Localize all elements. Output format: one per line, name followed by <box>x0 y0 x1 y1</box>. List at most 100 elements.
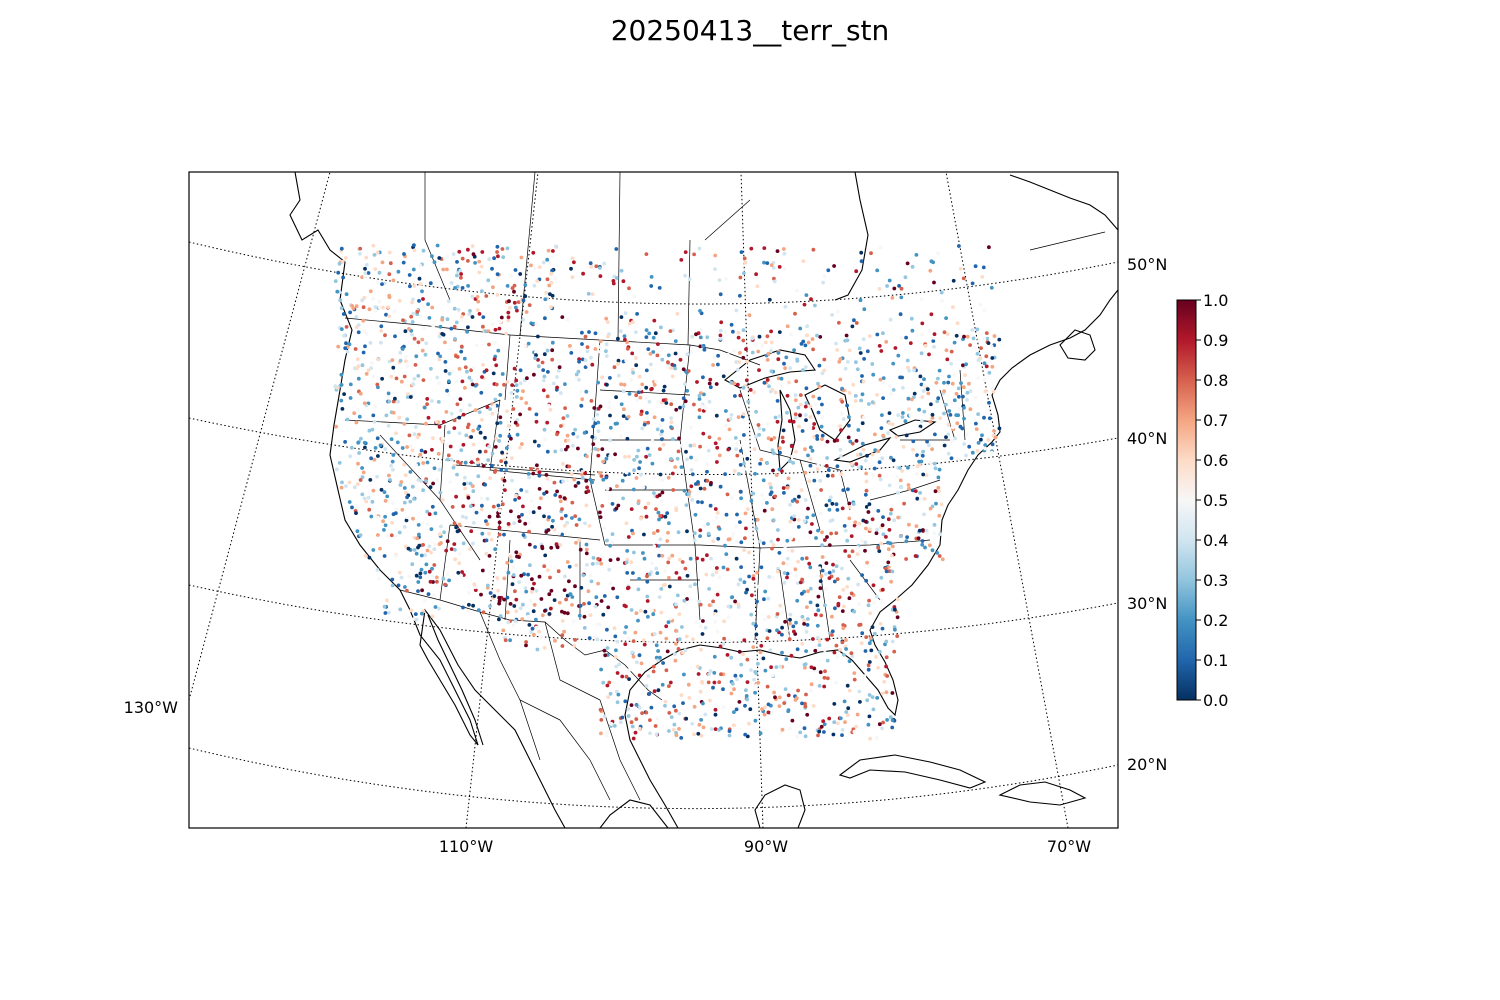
station-point <box>984 331 989 335</box>
station-point <box>590 292 595 296</box>
station-point <box>742 256 747 261</box>
station-point <box>400 347 405 351</box>
station-point <box>847 688 852 693</box>
station-point <box>648 731 652 736</box>
station-point <box>466 495 471 500</box>
station-point <box>651 350 656 354</box>
station-point <box>341 312 346 316</box>
station-point <box>961 276 966 281</box>
station-point <box>534 589 539 593</box>
station-point <box>997 337 1002 342</box>
station-point <box>377 270 382 275</box>
station-point <box>457 561 462 566</box>
station-point <box>873 448 878 453</box>
station-point <box>698 528 703 533</box>
station-point <box>375 280 380 285</box>
station-point <box>553 244 558 249</box>
station-point <box>600 375 604 380</box>
station-point <box>557 531 561 536</box>
station-point <box>942 380 946 385</box>
station-point <box>887 384 892 388</box>
station-point <box>512 289 516 294</box>
station-point <box>745 587 749 592</box>
station-point <box>738 293 742 298</box>
station-point <box>653 724 658 728</box>
station-point <box>577 613 582 618</box>
station-point <box>543 316 547 321</box>
station-point <box>914 524 919 528</box>
station-point <box>604 733 609 738</box>
station-point <box>405 395 410 399</box>
station-point <box>987 370 992 375</box>
station-point <box>634 330 638 334</box>
station-point <box>984 364 989 369</box>
station-point <box>668 616 673 621</box>
station-point <box>942 389 946 393</box>
station-point <box>427 512 432 517</box>
station-point <box>405 588 409 593</box>
station-point <box>605 683 610 688</box>
station-point <box>465 329 469 334</box>
station-point <box>816 528 820 533</box>
station-point <box>566 438 571 443</box>
station-point <box>608 438 612 443</box>
station-point <box>395 440 400 445</box>
station-point <box>861 379 866 384</box>
station-point <box>547 403 551 408</box>
station-point <box>348 310 352 315</box>
station-point <box>586 291 591 296</box>
station-point <box>333 279 338 283</box>
station-point <box>420 348 425 353</box>
station-point <box>757 432 761 437</box>
station-point <box>457 415 462 420</box>
station-point <box>412 336 417 341</box>
station-point <box>416 545 420 550</box>
station-point <box>954 413 959 417</box>
station-point <box>396 269 401 274</box>
station-point <box>396 583 401 588</box>
station-point <box>861 337 866 342</box>
station-point <box>712 671 717 675</box>
station-point <box>786 693 791 698</box>
station-point <box>499 468 504 472</box>
station-point <box>858 622 863 627</box>
station-point <box>884 569 889 574</box>
station-point <box>745 456 750 461</box>
station-point <box>360 363 365 368</box>
station-point <box>384 312 388 317</box>
station-point <box>405 417 410 422</box>
station-point <box>858 452 863 457</box>
station-point <box>550 255 554 259</box>
station-point <box>431 324 436 328</box>
station-point <box>453 286 457 290</box>
station-point <box>357 414 362 419</box>
station-point <box>785 634 790 638</box>
station-point <box>595 622 600 627</box>
station-point <box>647 692 652 696</box>
station-point <box>486 458 491 462</box>
station-point <box>580 397 585 402</box>
station-point <box>696 480 700 484</box>
station-point <box>438 490 443 495</box>
station-point <box>689 350 694 355</box>
station-point <box>658 447 662 451</box>
station-point <box>890 569 895 574</box>
station-point <box>854 439 859 443</box>
station-point <box>812 495 817 499</box>
station-point <box>727 733 732 738</box>
station-point <box>752 447 757 451</box>
station-point <box>818 579 823 583</box>
station-point <box>551 381 556 386</box>
station-point <box>905 535 909 539</box>
station-point <box>928 419 933 424</box>
station-point <box>819 488 823 492</box>
station-point <box>700 632 705 636</box>
station-point <box>806 453 810 458</box>
station-point <box>816 635 820 640</box>
station-point <box>602 594 607 598</box>
station-point <box>355 529 360 534</box>
station-point <box>667 521 671 526</box>
station-point <box>826 468 831 472</box>
station-point <box>459 318 464 322</box>
station-point <box>962 334 966 339</box>
